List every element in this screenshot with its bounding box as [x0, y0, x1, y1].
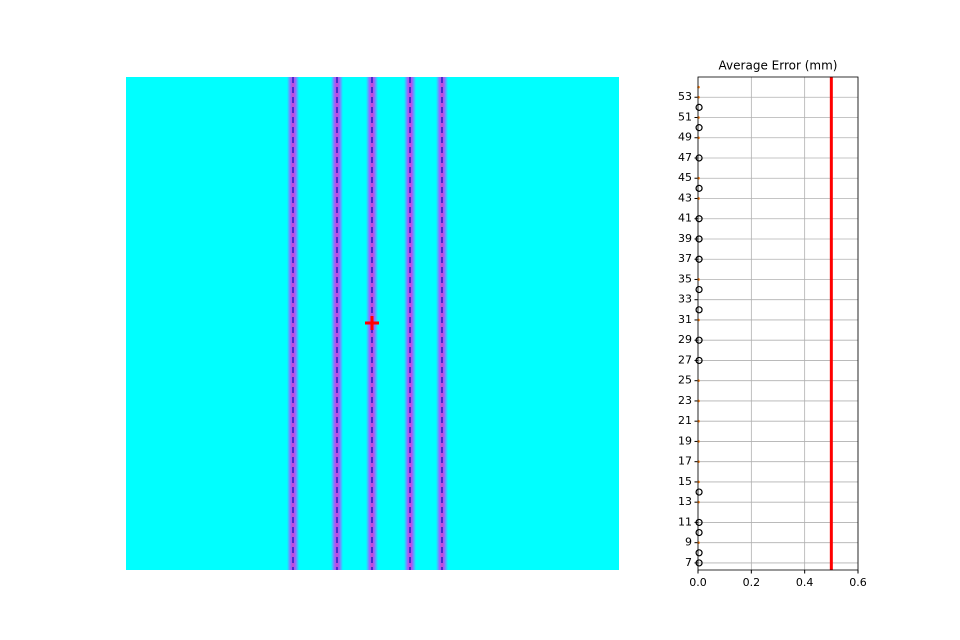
y-tick-label: 41 [678, 212, 692, 225]
image-panel [126, 77, 619, 570]
stripe [331, 77, 343, 570]
x-tick-label: 0.2 [743, 576, 761, 589]
y-tick-label: 13 [678, 495, 692, 508]
point [695, 549, 703, 557]
y-tick-label: 47 [678, 151, 692, 164]
axes-frame [697, 76, 859, 571]
target-cross [365, 316, 379, 330]
x-tick-label: 0.4 [796, 576, 814, 589]
point [695, 488, 703, 496]
y-tick-label: 31 [678, 313, 692, 326]
stripes [287, 77, 448, 570]
point [695, 518, 703, 527]
y-tick-label: 39 [678, 232, 692, 245]
y-tick-label: 37 [678, 252, 692, 265]
y-tick-label: 29 [678, 333, 692, 346]
y-tick-label: 25 [678, 374, 692, 387]
y-tick-label: 35 [678, 272, 692, 285]
point [695, 559, 703, 567]
y-tick-label: 53 [678, 90, 692, 103]
point [695, 285, 703, 294]
y-tick-label: 51 [678, 110, 692, 123]
y-tick-label: 15 [678, 475, 692, 488]
point [695, 124, 703, 132]
point [695, 103, 703, 111]
stripe-centers [292, 77, 443, 570]
y-tick-label: 49 [678, 131, 692, 144]
y-tick-label: 43 [678, 191, 692, 204]
point [695, 154, 703, 162]
point [695, 235, 703, 243]
y-tick-label: 19 [678, 434, 692, 447]
y-tick-label: 17 [678, 455, 692, 468]
point [695, 215, 703, 223]
point [695, 528, 703, 537]
y-tick-label: 27 [678, 353, 692, 366]
stripe [287, 77, 299, 570]
stripe [436, 77, 448, 570]
point [695, 336, 703, 344]
y-tick-label: 33 [678, 293, 692, 306]
point [695, 255, 703, 263]
x-tick-label: 0.0 [689, 576, 707, 589]
point [695, 306, 703, 314]
y-tick-label: 7 [685, 556, 692, 569]
y-tick-label: 45 [678, 171, 692, 184]
x-tick-label: 0.6 [849, 576, 867, 589]
stripe [404, 77, 416, 570]
y-tick-label: 11 [678, 515, 692, 528]
y-tick-label: 9 [685, 536, 692, 549]
y-tick-label: 21 [678, 414, 692, 427]
point [695, 356, 703, 365]
chart-title: Average Error (mm) [719, 59, 838, 73]
point [695, 184, 703, 192]
y-tick-label: 23 [678, 394, 692, 407]
